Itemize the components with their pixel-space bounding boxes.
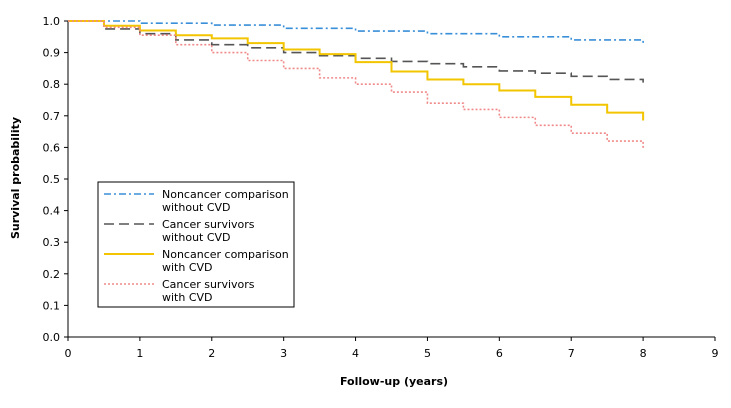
legend-label-4: Cancer survivors	[162, 278, 255, 291]
y-tick-label: 0.7	[43, 110, 61, 123]
x-tick-label: 5	[424, 347, 431, 360]
y-axis-title: Survival probability	[9, 117, 22, 239]
y-tick-label: 0.4	[43, 205, 61, 218]
axes-layer: 0.0 0.1 0.2 0.3 0.4 0.5 0.6 0.7 0.8 0.9 1.0 0 1 2 3 4 5 6…	[43, 15, 719, 360]
legend-box	[97, 181, 295, 308]
y-tick-label: 1.0	[43, 15, 61, 28]
x-tick-label: 2	[208, 347, 215, 360]
y-tick-label: 0.5	[43, 173, 61, 186]
series-line-1	[68, 20, 644, 45]
x-tick-label: 0	[65, 347, 72, 360]
x-axis-title: Follow-up (years)	[340, 375, 448, 388]
legend-label-3: Noncancer comparison	[162, 248, 289, 261]
legend-label-4: with CVD	[162, 291, 213, 304]
y-tick-label: 0.3	[43, 236, 61, 249]
series-line-4	[68, 20, 644, 149]
legend-label-2: without CVD	[162, 231, 231, 244]
x-tick-label: 1	[136, 347, 143, 360]
legend-label-3: with CVD	[162, 261, 213, 274]
series-layer	[68, 20, 645, 149]
x-tick-label: 3	[280, 347, 287, 360]
y-tick-label: 0.2	[43, 268, 61, 281]
y-tick-label: 0.6	[43, 141, 61, 154]
x-tick-label: 4	[352, 347, 359, 360]
legend-label-1: Noncancer comparison	[162, 188, 289, 201]
y-tick-label: 0.0	[43, 331, 61, 344]
y-tick-label: 0.8	[43, 78, 61, 91]
y-tick-label: 0.9	[43, 47, 61, 60]
legend-label-1: without CVD	[162, 201, 231, 214]
legend-label-2: Cancer survivors	[162, 218, 255, 231]
x-tick-label: 9	[712, 347, 719, 360]
series-line-3	[68, 20, 645, 121]
x-tick-label: 7	[568, 347, 575, 360]
y-tick-label: 0.1	[43, 299, 61, 312]
x-tick-label: 6	[496, 347, 503, 360]
x-tick-label: 8	[640, 347, 647, 360]
